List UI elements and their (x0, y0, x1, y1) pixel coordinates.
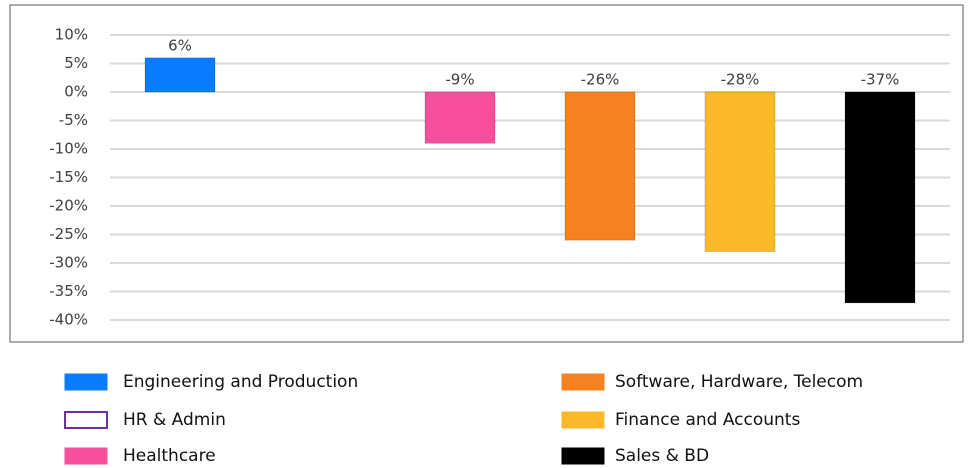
y-tick-label: -20% (49, 197, 88, 215)
legend-swatch (561, 373, 605, 391)
y-tick-label: -15% (49, 168, 88, 186)
bar (144, 57, 216, 93)
data-label: -26% (581, 71, 620, 89)
data-label: -9% (445, 71, 474, 89)
legend-label: HR & Admin (123, 410, 226, 430)
legend-swatch (561, 411, 605, 429)
y-tick-label: 10% (55, 26, 88, 44)
legend-swatch (64, 447, 108, 465)
y-tick-label: -35% (49, 282, 88, 300)
y-tick-label: -30% (49, 254, 88, 272)
plot-frame (9, 4, 964, 343)
y-tick-label: -10% (49, 140, 88, 158)
bar (704, 91, 776, 253)
y-tick-label: 0% (64, 83, 88, 101)
bar (424, 91, 496, 144)
legend-label: Finance and Accounts (615, 410, 800, 430)
bar (564, 91, 636, 241)
y-tick-label: 5% (64, 54, 88, 72)
data-label: -28% (721, 71, 760, 89)
legend-swatch (64, 373, 108, 391)
bar (844, 91, 916, 304)
y-tick-label: -5% (59, 111, 88, 129)
y-tick-label: -25% (49, 225, 88, 243)
legend-swatch (64, 411, 108, 429)
y-tick-label: -40% (49, 311, 88, 329)
data-label: -37% (861, 71, 900, 89)
legend-label: Healthcare (123, 446, 216, 466)
legend-label: Software, Hardware, Telecom (615, 372, 863, 392)
legend-swatch (561, 447, 605, 465)
legend-label: Sales & BD (615, 446, 709, 466)
data-label: 6% (168, 36, 192, 54)
legend-label: Engineering and Production (123, 372, 358, 392)
